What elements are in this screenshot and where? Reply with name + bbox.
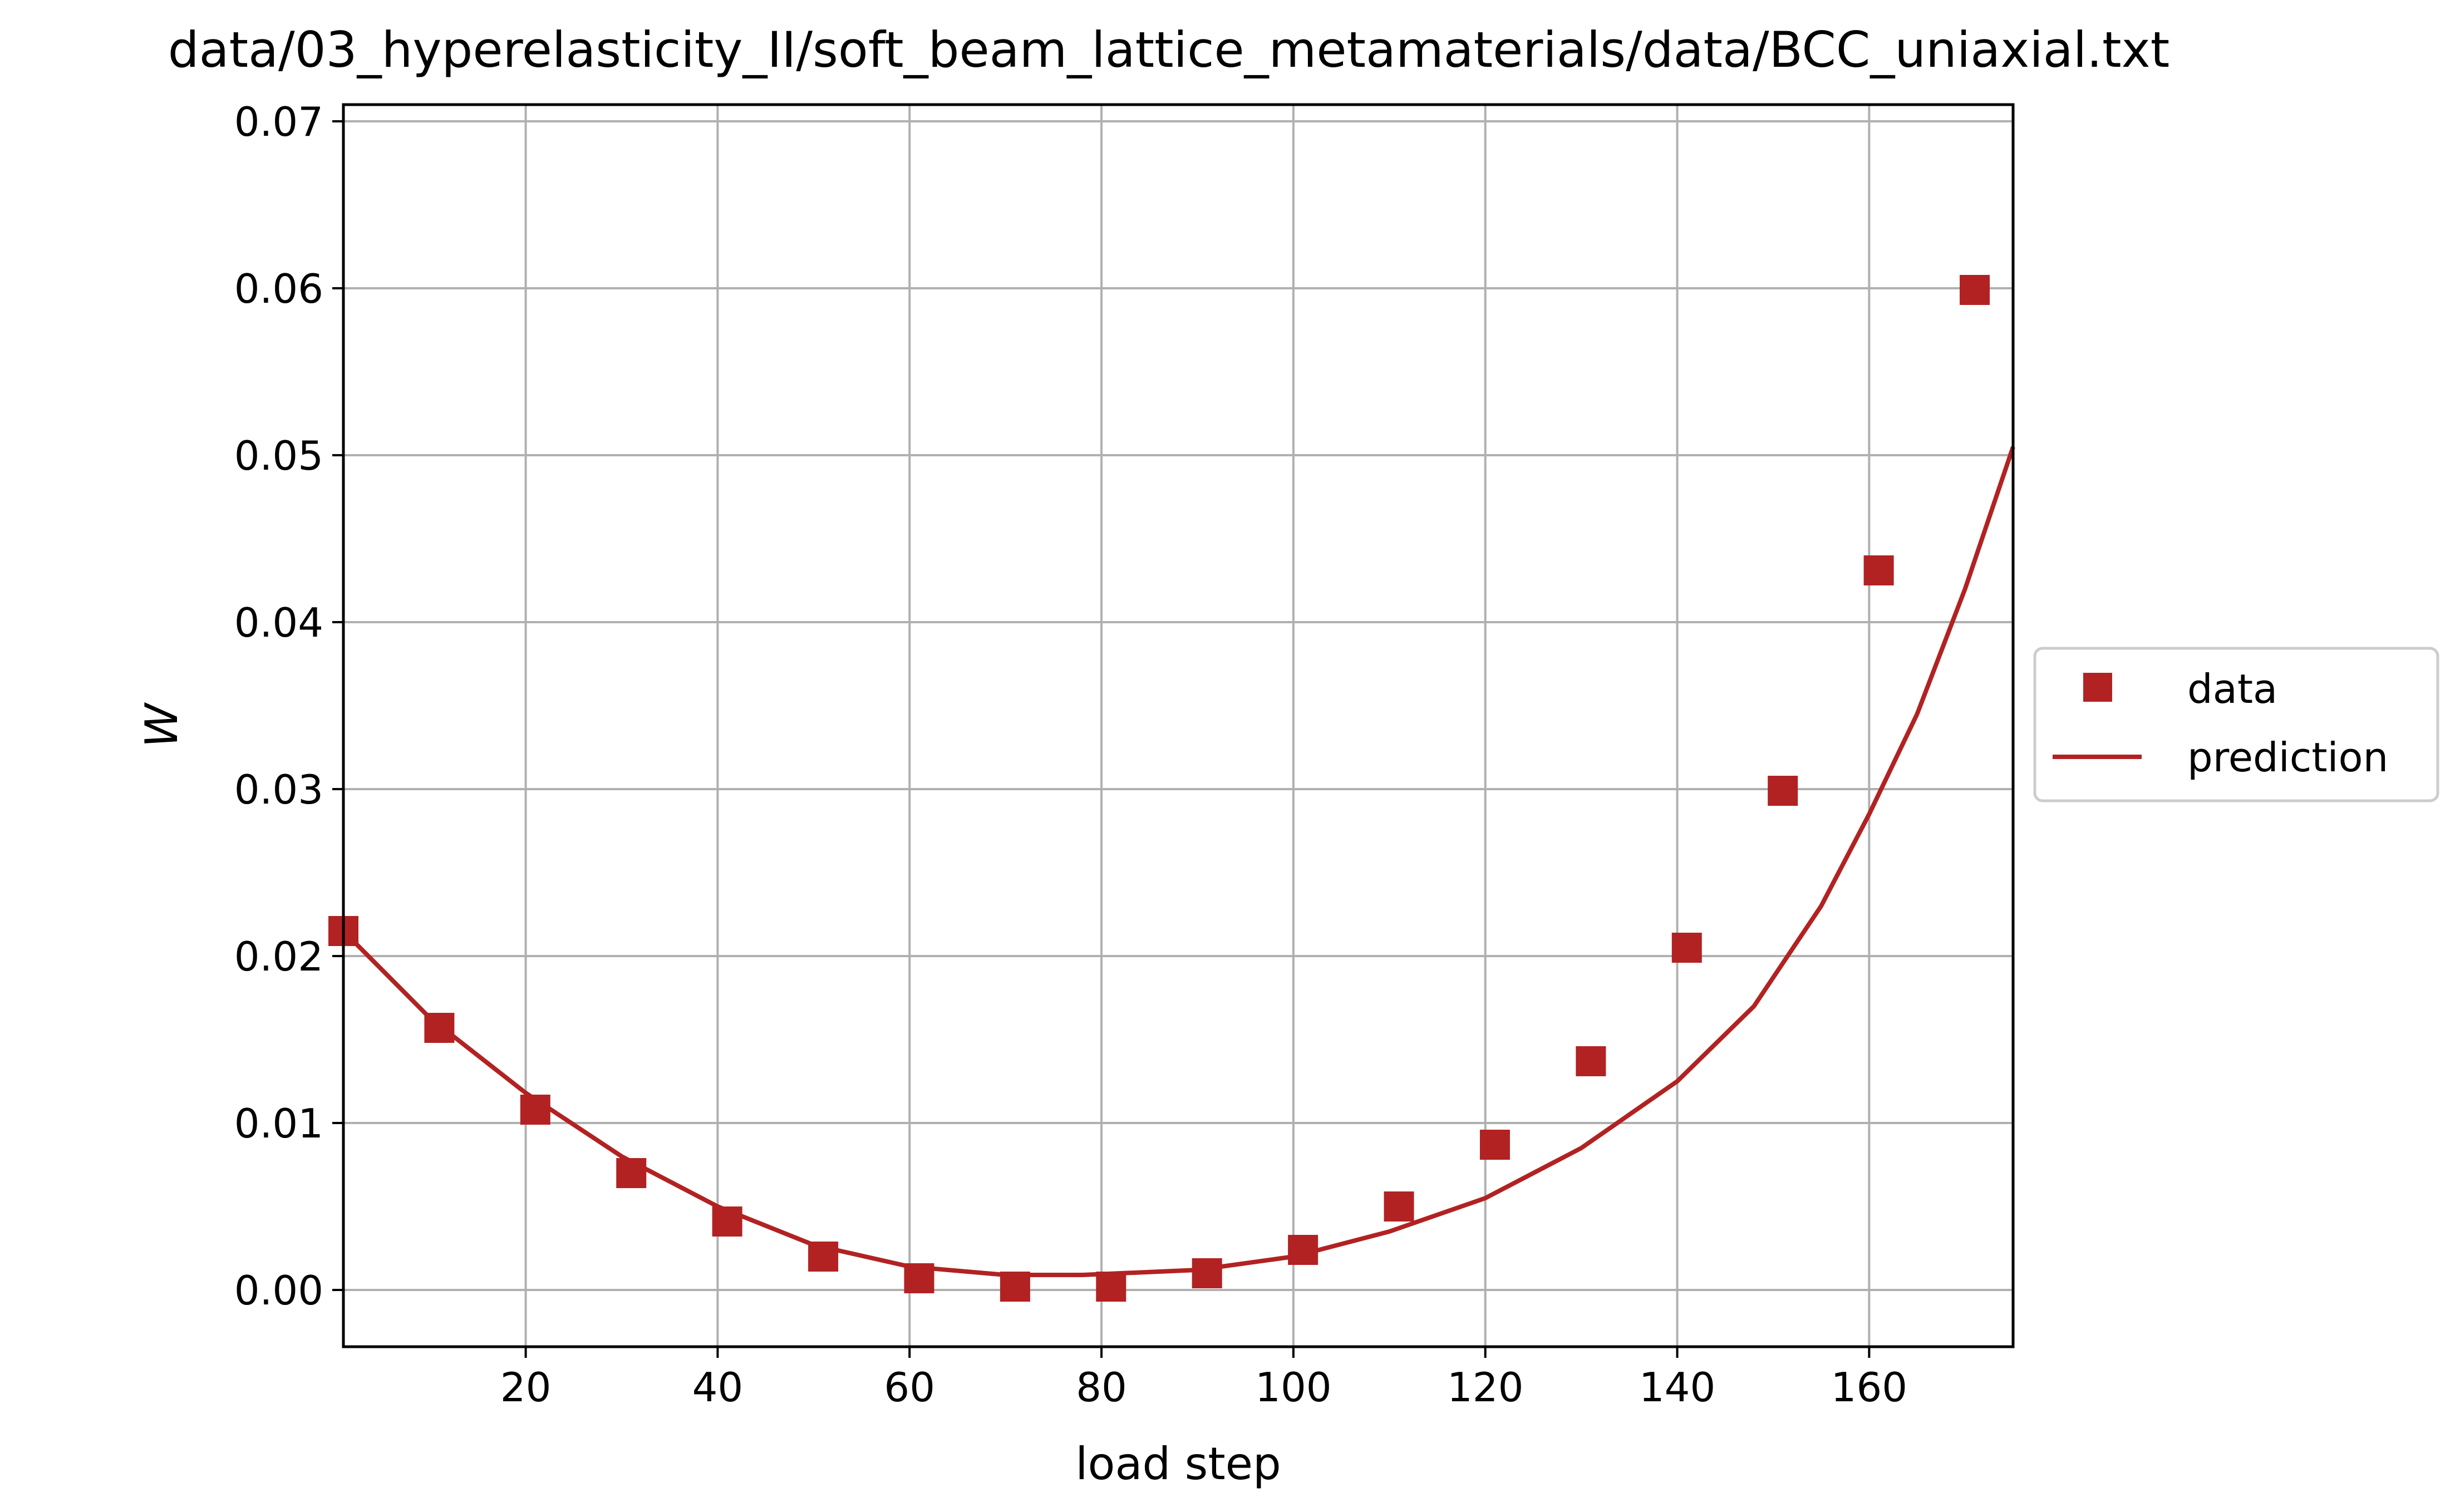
legend-box	[2033, 647, 2439, 802]
y-tick-label: 0.04	[234, 599, 323, 646]
x-tick-label: 100	[1255, 1364, 1331, 1411]
data-point	[1863, 555, 1894, 585]
y-tick-label: 0.07	[234, 98, 323, 145]
y-tick-label: 0.05	[234, 432, 323, 479]
legend-marker-data	[2083, 673, 2112, 702]
y-axis-ticks: 0.00 0.01 0.02 0.03 0.04 0.05 0.06 0.07	[234, 98, 343, 1314]
chart-title: data/03_hyperelasticity_II/soft_beam_lat…	[168, 21, 2169, 78]
data-point	[616, 1158, 647, 1188]
x-tick-label: 160	[1831, 1364, 1907, 1411]
y-axis-label: W	[136, 702, 188, 748]
data-point	[1096, 1272, 1126, 1302]
y-tick-label: 0.02	[234, 933, 323, 980]
data-point	[1000, 1272, 1030, 1302]
data-point	[904, 1263, 934, 1293]
y-tick-label: 0.03	[234, 766, 323, 813]
x-tick-label: 40	[692, 1364, 744, 1411]
data-point	[1479, 1130, 1510, 1160]
data-series	[328, 275, 1990, 1302]
data-point	[1960, 275, 1990, 305]
data-point	[1288, 1235, 1318, 1265]
x-axis-label: load step	[1075, 1438, 1281, 1490]
y-tick-label: 0.00	[234, 1267, 323, 1314]
data-point	[712, 1206, 742, 1237]
data-point	[808, 1242, 839, 1272]
y-tick-label: 0.06	[234, 265, 323, 312]
y-tick-label: 0.01	[234, 1100, 323, 1147]
plot-area-frame	[342, 103, 2015, 1348]
legend-label-data: data	[2187, 666, 2277, 712]
x-tick-label: 20	[500, 1364, 552, 1411]
legend: data prediction	[2033, 647, 2439, 802]
data-point	[1671, 933, 1702, 963]
data-point	[1768, 776, 1798, 806]
x-tick-label: 80	[1076, 1364, 1127, 1411]
legend-label-prediction: prediction	[2187, 734, 2388, 781]
data-point	[1384, 1191, 1414, 1222]
x-axis-ticks: 20 40 60 80 100 120 140 160	[500, 1347, 1907, 1411]
grid	[343, 105, 2013, 1347]
data-point	[520, 1095, 550, 1125]
x-tick-label: 140	[1639, 1364, 1715, 1411]
x-tick-label: 120	[1447, 1364, 1523, 1411]
data-point	[1576, 1046, 1606, 1076]
x-tick-label: 60	[884, 1364, 935, 1411]
data-point	[424, 1013, 455, 1043]
data-point	[1192, 1258, 1222, 1288]
